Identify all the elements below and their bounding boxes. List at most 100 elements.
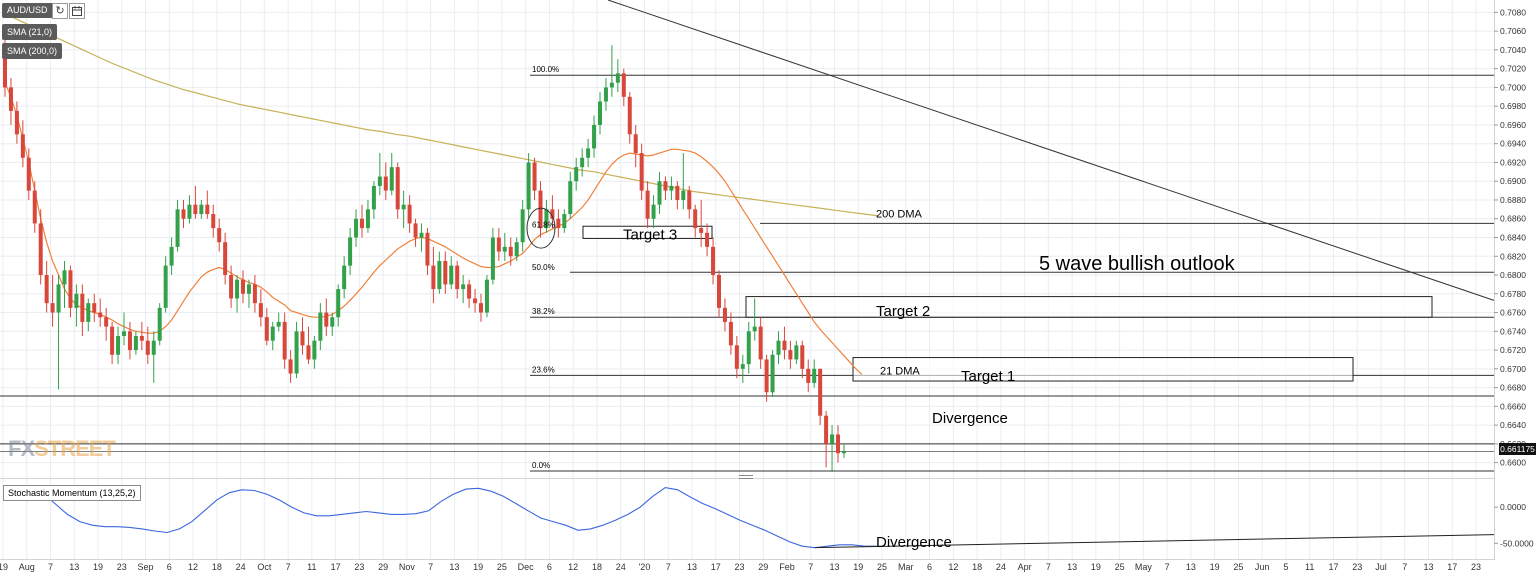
candle-body [669, 185, 674, 191]
candle-body [693, 209, 698, 229]
candle-body [371, 185, 376, 210]
candle-body [818, 368, 823, 416]
y-tick-label: 0.6760 [1500, 308, 1526, 318]
candle-body [770, 354, 775, 393]
y-tick-label: 0.6860 [1500, 214, 1526, 224]
candle-body [681, 190, 686, 200]
y-tick-label: 0.6960 [1500, 120, 1526, 130]
x-tick-label: 17 [1328, 562, 1338, 572]
candle-body [294, 331, 299, 374]
y-tick-label: 0.6820 [1500, 251, 1526, 261]
candle-body [80, 293, 85, 322]
candle-body [794, 345, 799, 360]
candle-body [508, 246, 513, 257]
x-tick-label: 13 [449, 562, 459, 572]
candle-body [300, 331, 305, 346]
x-tick-label: 23 [117, 562, 127, 572]
candle-body [44, 275, 49, 304]
candle-body [3, 49, 7, 88]
candle-body [419, 232, 424, 238]
candle-body [68, 270, 73, 308]
candle-body [830, 434, 835, 444]
refresh-icon[interactable]: ↻ [52, 3, 68, 19]
target-boxes [582, 225, 1433, 382]
x-tick-label: 19 [1091, 562, 1101, 572]
candle-body [175, 209, 180, 247]
y-tick-label: 0.7020 [1500, 64, 1526, 74]
candle-body [151, 340, 156, 355]
divergence-stoch-label: Divergence [876, 534, 952, 551]
candle-body [211, 214, 216, 229]
candle-body [223, 242, 228, 276]
candle-body [598, 101, 602, 125]
candle-body [705, 232, 710, 247]
y-tick-label: 0.7000 [1500, 82, 1526, 92]
candle-body [383, 176, 388, 191]
candle-body [38, 223, 43, 276]
candle-body [282, 321, 287, 360]
candle-body [241, 279, 245, 294]
candle-body [562, 214, 567, 229]
candle-body [580, 157, 585, 168]
calendar-icon[interactable] [69, 3, 85, 19]
stochastic-series [29, 484, 1495, 549]
candle-body [56, 284, 61, 313]
y-tick-label: 0.6680 [1500, 383, 1526, 393]
candle-body [532, 162, 537, 191]
candle-body [651, 204, 656, 219]
candles-series [3, 31, 846, 472]
stoch-divergence-line [814, 534, 1495, 549]
candle-body [50, 303, 55, 313]
candle-body [199, 204, 204, 215]
candle-body [229, 275, 234, 299]
candle-body [306, 345, 311, 360]
candle-body [318, 312, 323, 341]
x-tick-label: 6 [927, 562, 932, 572]
pane-resize-handle[interactable] [739, 475, 753, 479]
x-tick-label: 12 [188, 562, 198, 572]
candle-body [603, 87, 608, 102]
candle-body [110, 326, 115, 355]
y-tick-label: 0.6700 [1500, 364, 1526, 374]
sma21-legend[interactable]: SMA (21,0) [2, 24, 58, 40]
candle-body [728, 321, 733, 346]
x-tick-label: 6 [547, 562, 552, 572]
x-tick-label: Feb [779, 562, 795, 572]
candle-body [133, 335, 138, 351]
candle-body [812, 368, 817, 383]
x-tick-label: 5 [1283, 562, 1288, 572]
logo-street: STREET [34, 436, 116, 461]
candle-body [181, 209, 186, 219]
candle-body [163, 265, 168, 308]
candle-body [556, 218, 561, 229]
x-tick-label: 19 [473, 562, 483, 572]
x-tick-label: 18 [972, 562, 982, 572]
outlook-label: 5 wave bullish outlook [1039, 253, 1236, 275]
symbol-label[interactable]: AUD/USD [2, 3, 53, 18]
x-tick-label: 19 [853, 562, 863, 572]
candle-body [752, 326, 757, 332]
x-tick-label: 7 [666, 562, 671, 572]
candle-body [413, 223, 418, 238]
candle-body [395, 167, 400, 210]
candle-body [627, 96, 632, 135]
fib-100-label: 100.0% [532, 65, 559, 74]
candle-body [711, 246, 716, 276]
candle-body [276, 321, 281, 327]
y-tick-label: 0.7080 [1500, 7, 1526, 17]
candle-body [633, 134, 638, 154]
candle-body [836, 434, 840, 454]
x-tick-label: 23 [354, 562, 364, 572]
candle-body [365, 209, 370, 229]
stoch-line [29, 484, 877, 549]
sma200-legend[interactable]: SMA (200,0) [2, 43, 63, 59]
x-tick-label: 12 [948, 562, 958, 572]
x-tick-label: 24 [996, 562, 1006, 572]
fib-236-label: 23.6% [532, 365, 555, 374]
indicator-title[interactable]: Stochastic Momentum (13,25,2) [3, 485, 141, 501]
sma200-line [11, 16, 879, 217]
candle-body [389, 167, 394, 191]
y-tick-label: 0.7060 [1500, 26, 1526, 36]
x-tick-label: 13 [1186, 562, 1196, 572]
candle-body [187, 204, 192, 219]
